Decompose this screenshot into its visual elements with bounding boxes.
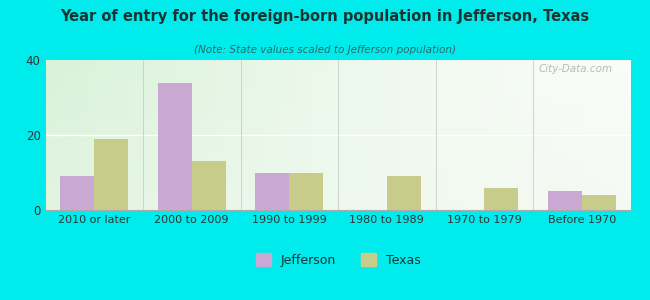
- Bar: [60, 176, 94, 210]
- Legend: Jefferson, Texas: Jefferson, Texas: [255, 253, 421, 267]
- Bar: [255, 172, 289, 210]
- Text: City-Data.com: City-Data.com: [539, 64, 613, 74]
- Text: Year of entry for the foreign-born population in Jefferson, Texas: Year of entry for the foreign-born popul…: [60, 9, 590, 24]
- Bar: [192, 161, 226, 210]
- Bar: [94, 139, 129, 210]
- Text: (Note: State values scaled to Jefferson population): (Note: State values scaled to Jefferson …: [194, 45, 456, 55]
- Bar: [547, 191, 582, 210]
- Bar: [387, 176, 421, 210]
- Bar: [484, 188, 519, 210]
- Bar: [582, 195, 616, 210]
- Bar: [157, 82, 192, 210]
- Bar: [289, 172, 324, 210]
